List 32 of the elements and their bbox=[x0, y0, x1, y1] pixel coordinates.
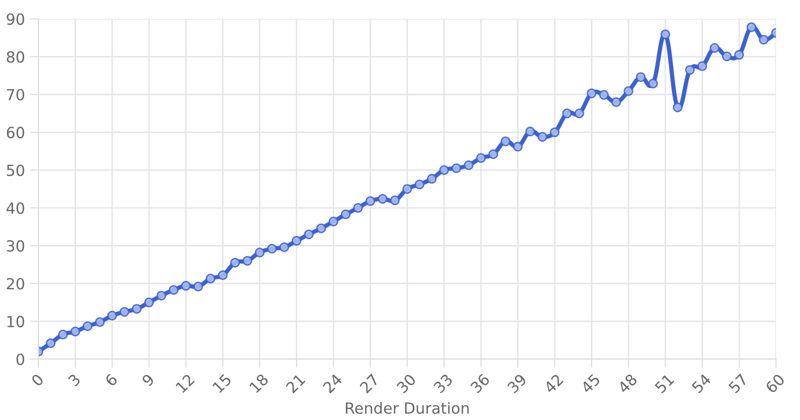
y-tick-label: 30 bbox=[6, 240, 24, 252]
y-tick-label: 80 bbox=[6, 51, 24, 63]
x-tick-label: 48 bbox=[617, 373, 638, 394]
y-tick-label: 50 bbox=[6, 164, 24, 176]
x-tick-label: 15 bbox=[212, 374, 232, 394]
x-tick-label: 27 bbox=[359, 373, 380, 394]
y-tick-label: 10 bbox=[7, 316, 24, 328]
x-tick-label: 57 bbox=[728, 374, 748, 394]
x-tick-label: 60 bbox=[764, 373, 786, 394]
x-tick-label: 9 bbox=[141, 373, 155, 387]
x-tick-label: 54 bbox=[691, 373, 712, 394]
y-tick-label: 0 bbox=[16, 354, 24, 366]
x-tick-label: 30 bbox=[396, 373, 416, 394]
x-tick-label: 45 bbox=[580, 374, 601, 394]
x-tick-label: 0 bbox=[30, 373, 44, 387]
y-tick-label: 70 bbox=[7, 88, 24, 101]
x-tick-label: 42 bbox=[543, 374, 564, 394]
y-tick-label: 20 bbox=[6, 278, 24, 290]
x-tick-label: 33 bbox=[432, 373, 454, 394]
x-axis-title: Render Duration bbox=[346, 402, 469, 414]
x-tick-label: 3 bbox=[68, 373, 81, 387]
x-tick-label: 36 bbox=[470, 373, 490, 394]
x-tick-label: 18 bbox=[248, 373, 269, 394]
y-tick-label: 40 bbox=[6, 202, 24, 214]
y-tick-label: 90 bbox=[6, 13, 24, 25]
x-tick-label: 6 bbox=[104, 373, 118, 387]
x-tick-label: 51 bbox=[654, 374, 674, 394]
x-tick-label: 21 bbox=[285, 373, 306, 394]
x-tick-label: 12 bbox=[175, 374, 195, 394]
x-tick-label: 24 bbox=[322, 373, 343, 394]
x-tick-label: 39 bbox=[506, 373, 528, 394]
y-tick-label: 60 bbox=[6, 126, 24, 138]
